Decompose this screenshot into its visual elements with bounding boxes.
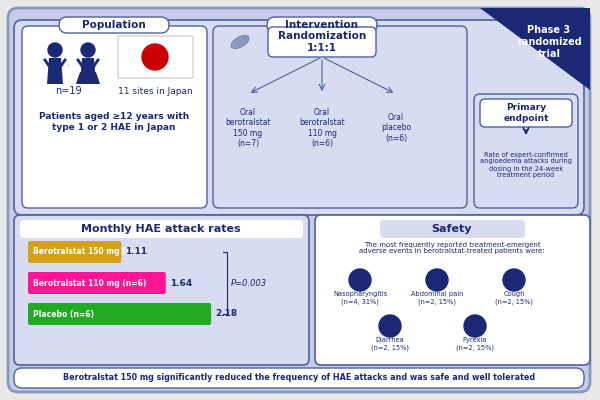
FancyBboxPatch shape — [20, 220, 303, 238]
Ellipse shape — [231, 35, 249, 49]
FancyBboxPatch shape — [268, 27, 376, 57]
Text: Pyrexia
(n=2, 15%): Pyrexia (n=2, 15%) — [456, 337, 494, 351]
Text: The most frequently reported treatment-emergent
adverse events in berotralstat-t: The most frequently reported treatment-e… — [359, 242, 545, 254]
FancyBboxPatch shape — [28, 241, 121, 263]
FancyBboxPatch shape — [118, 36, 193, 78]
FancyBboxPatch shape — [28, 303, 211, 325]
Text: 1.11: 1.11 — [125, 248, 148, 256]
Circle shape — [349, 269, 371, 291]
Text: Oral
placebo
(n=6): Oral placebo (n=6) — [381, 113, 411, 143]
FancyBboxPatch shape — [14, 215, 309, 365]
Text: Randomization
1:1:1: Randomization 1:1:1 — [278, 31, 366, 53]
FancyBboxPatch shape — [480, 99, 572, 127]
Text: Monthly HAE attack rates: Monthly HAE attack rates — [81, 224, 241, 234]
Text: P=0.003: P=0.003 — [231, 278, 267, 288]
Circle shape — [48, 43, 62, 57]
FancyBboxPatch shape — [213, 26, 467, 208]
Text: Berotralstat 150 mg significantly reduced the frequency of HAE attacks and was s: Berotralstat 150 mg significantly reduce… — [63, 374, 535, 382]
Text: Rate of expert-confirmed
angioedema attacks during
dosing in the 24-week
treatme: Rate of expert-confirmed angioedema atta… — [480, 152, 572, 178]
Text: Intervention: Intervention — [286, 20, 359, 30]
Text: 2.18: 2.18 — [215, 310, 237, 318]
Text: Diarrhea
(n=2, 15%): Diarrhea (n=2, 15%) — [371, 337, 409, 351]
FancyBboxPatch shape — [14, 20, 584, 215]
Text: Patients aged ≥12 years with
type 1 or 2 HAE in Japan: Patients aged ≥12 years with type 1 or 2… — [39, 112, 189, 132]
Polygon shape — [76, 72, 100, 84]
Polygon shape — [57, 72, 62, 84]
Text: 1.64: 1.64 — [170, 278, 192, 288]
Text: n=19: n=19 — [55, 86, 82, 96]
FancyBboxPatch shape — [474, 94, 578, 208]
Text: Berotralstat 110 mg (n=6): Berotralstat 110 mg (n=6) — [33, 278, 146, 288]
Text: Oral
berotralstat
150 mg
(n=7): Oral berotralstat 150 mg (n=7) — [225, 108, 271, 148]
Text: 11 sites in Japan: 11 sites in Japan — [118, 86, 193, 96]
Polygon shape — [80, 58, 96, 84]
Text: Oral
berotralstat
110 mg
(n=6): Oral berotralstat 110 mg (n=6) — [299, 108, 345, 148]
Polygon shape — [480, 8, 590, 90]
Circle shape — [81, 43, 95, 57]
FancyBboxPatch shape — [8, 8, 590, 392]
Circle shape — [142, 44, 168, 70]
Circle shape — [464, 315, 486, 337]
FancyBboxPatch shape — [380, 220, 525, 238]
Polygon shape — [48, 72, 53, 84]
Text: Population: Population — [82, 20, 146, 30]
FancyBboxPatch shape — [267, 17, 377, 33]
FancyBboxPatch shape — [59, 17, 169, 33]
FancyBboxPatch shape — [315, 215, 590, 365]
Text: Cough
(n=2, 15%): Cough (n=2, 15%) — [495, 291, 533, 305]
Circle shape — [503, 269, 525, 291]
Circle shape — [379, 315, 401, 337]
Polygon shape — [47, 58, 63, 84]
Text: Nasopharyngitis
(n=4, 31%): Nasopharyngitis (n=4, 31%) — [333, 291, 387, 305]
Text: Placebo (n=6): Placebo (n=6) — [33, 310, 94, 318]
Text: Phase 3
randomized
trial: Phase 3 randomized trial — [517, 25, 581, 59]
Text: Safety: Safety — [432, 224, 472, 234]
Text: Berotralstat 150 mg (n=7): Berotralstat 150 mg (n=7) — [33, 248, 146, 256]
FancyBboxPatch shape — [28, 272, 166, 294]
Circle shape — [426, 269, 448, 291]
Text: Abdominal pain
(n=2, 15%): Abdominal pain (n=2, 15%) — [411, 291, 463, 305]
Text: Primary
endpoint: Primary endpoint — [503, 103, 549, 123]
FancyBboxPatch shape — [22, 26, 207, 208]
FancyBboxPatch shape — [14, 368, 584, 388]
